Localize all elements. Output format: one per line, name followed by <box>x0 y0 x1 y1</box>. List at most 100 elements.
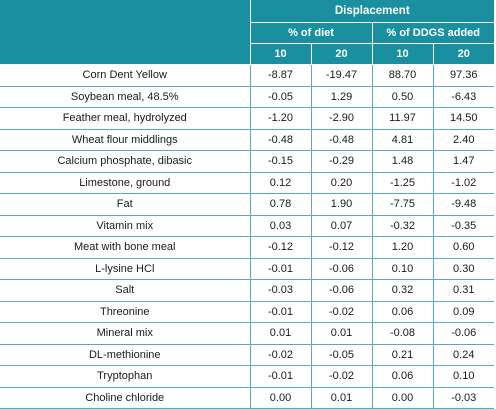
value-cell: 0.10 <box>432 365 495 388</box>
value-cell: 0.78 <box>249 193 311 216</box>
value-cell: 0.06 <box>371 365 433 388</box>
value-cell: 0.20 <box>310 172 372 194</box>
header-level: 20 <box>310 43 372 65</box>
header-group-displacement: Displacement <box>249 0 495 23</box>
value-cell: 0.01 <box>310 387 372 409</box>
table-row: Threonine -0.01 -0.02 0.06 0.09 <box>0 301 495 323</box>
value-cell: 1.20 <box>371 236 433 259</box>
value-cell: -1.02 <box>432 172 495 194</box>
ingredient-name: Meat with bone meal <box>0 236 250 259</box>
table-row: Limestone, ground 0.12 0.20 -1.25 -1.02 <box>0 172 495 194</box>
value-cell: -0.15 <box>249 150 311 173</box>
value-cell: 1.48 <box>371 150 433 173</box>
value-cell: -0.02 <box>310 301 372 323</box>
value-cell: 0.12 <box>249 172 311 194</box>
value-cell: 0.31 <box>432 279 495 302</box>
value-cell: 2.40 <box>432 129 495 151</box>
value-cell: -0.06 <box>432 322 495 345</box>
table-row: Feather meal, hydrolyzed -1.20 -2.90 11.97 1… <box>0 107 495 130</box>
ingredient-name: DL-methionine <box>0 344 250 366</box>
value-cell: -2.90 <box>310 107 372 130</box>
value-cell: -0.06 <box>310 258 372 280</box>
table-row: Corn Dent Yellow -8.87 -19.47 88.70 97.36 <box>0 64 495 87</box>
ingredient-name: Corn Dent Yellow <box>0 64 250 87</box>
ingredient-name: Tryptophan <box>0 365 250 388</box>
table-row: DL-methionine -0.02 -0.05 0.21 0.24 <box>0 344 495 366</box>
ingredient-name: Salt <box>0 279 250 302</box>
value-cell: 1.90 <box>310 193 372 216</box>
table-row: Mineral mix 0.01 0.01 -0.08 -0.06 <box>0 322 495 345</box>
table-row: Vitamin mix 0.03 0.07 -0.32 -0.35 <box>0 215 495 237</box>
value-cell: 0.50 <box>371 86 433 108</box>
value-cell: 0.60 <box>432 236 495 259</box>
ingredient-name: Mineral mix <box>0 322 250 345</box>
value-cell: 0.09 <box>432 301 495 323</box>
value-cell: -0.01 <box>249 365 311 388</box>
table-row: Choline chloride 0.00 0.01 0.00 -0.03 <box>0 387 495 409</box>
value-cell: 1.47 <box>432 150 495 173</box>
value-cell: -0.06 <box>310 279 372 302</box>
value-cell: -6.43 <box>432 86 495 108</box>
value-cell: -0.02 <box>310 365 372 388</box>
value-cell: -0.48 <box>249 129 311 151</box>
value-cell: -19.47 <box>310 64 372 87</box>
table-row: Soybean meal, 48.5% -0.05 1.29 0.50 -6.43 <box>0 86 495 108</box>
value-cell: -0.35 <box>432 215 495 237</box>
value-cell: -0.02 <box>249 344 311 366</box>
value-cell: -0.12 <box>249 236 311 259</box>
ingredient-name: Limestone, ground <box>0 172 250 194</box>
header-pct-of-ddgs-added: % of DDGS added <box>371 22 495 44</box>
header-corner <box>0 0 250 65</box>
ingredient-name: Feather meal, hydrolyzed <box>0 107 250 130</box>
table-row: Wheat flour middlings -0.48 -0.48 4.81 2.40 <box>0 129 495 151</box>
value-cell: 11.97 <box>371 107 433 130</box>
value-cell: 0.00 <box>249 387 311 409</box>
value-cell: -7.75 <box>371 193 433 216</box>
value-cell: -0.05 <box>249 86 311 108</box>
table-row: L-lysine HCl -0.01 -0.06 0.10 0.30 <box>0 258 495 280</box>
value-cell: 97.36 <box>432 64 495 87</box>
ingredient-name: Vitamin mix <box>0 215 250 237</box>
ingredient-name: Calcium phosphate, dibasic <box>0 150 250 173</box>
value-cell: -0.01 <box>249 301 311 323</box>
value-cell: 0.07 <box>310 215 372 237</box>
value-cell: 88.70 <box>371 64 433 87</box>
ingredient-name: Choline chloride <box>0 387 250 409</box>
ingredient-name: Threonine <box>0 301 250 323</box>
value-cell: -0.12 <box>310 236 372 259</box>
value-cell: -9.48 <box>432 193 495 216</box>
value-cell: 0.01 <box>249 322 311 345</box>
value-cell: 0.30 <box>432 258 495 280</box>
value-cell: -0.03 <box>249 279 311 302</box>
header-level: 10 <box>371 43 433 65</box>
value-cell: -0.32 <box>371 215 433 237</box>
ingredient-name: Fat <box>0 193 250 216</box>
value-cell: 1.29 <box>310 86 372 108</box>
value-cell: 14.50 <box>432 107 495 130</box>
header-level: 20 <box>432 43 495 65</box>
value-cell: -1.20 <box>249 107 311 130</box>
value-cell: 0.06 <box>371 301 433 323</box>
ingredient-name: Soybean meal, 48.5% <box>0 86 250 108</box>
value-cell: -0.03 <box>432 387 495 409</box>
value-cell: -0.05 <box>310 344 372 366</box>
value-cell: -0.29 <box>310 150 372 173</box>
value-cell: -8.87 <box>249 64 311 87</box>
value-cell: 0.01 <box>310 322 372 345</box>
value-cell: 0.03 <box>249 215 311 237</box>
table-row: Tryptophan -0.01 -0.02 0.06 0.10 <box>0 365 495 388</box>
value-cell: 0.32 <box>371 279 433 302</box>
value-cell: -0.01 <box>249 258 311 280</box>
ingredient-name: L-lysine HCl <box>0 258 250 280</box>
value-cell: 0.21 <box>371 344 433 366</box>
table-row: Salt -0.03 -0.06 0.32 0.31 <box>0 279 495 302</box>
ingredient-name: Wheat flour middlings <box>0 129 250 151</box>
value-cell: 0.10 <box>371 258 433 280</box>
value-cell: 4.81 <box>371 129 433 151</box>
table-row: Calcium phosphate, dibasic -0.15 -0.29 1.48… <box>0 150 495 173</box>
header-level: 10 <box>249 43 311 65</box>
header-pct-of-diet: % of diet <box>249 22 372 44</box>
value-cell: -0.08 <box>371 322 433 345</box>
value-cell: 0.00 <box>371 387 433 409</box>
